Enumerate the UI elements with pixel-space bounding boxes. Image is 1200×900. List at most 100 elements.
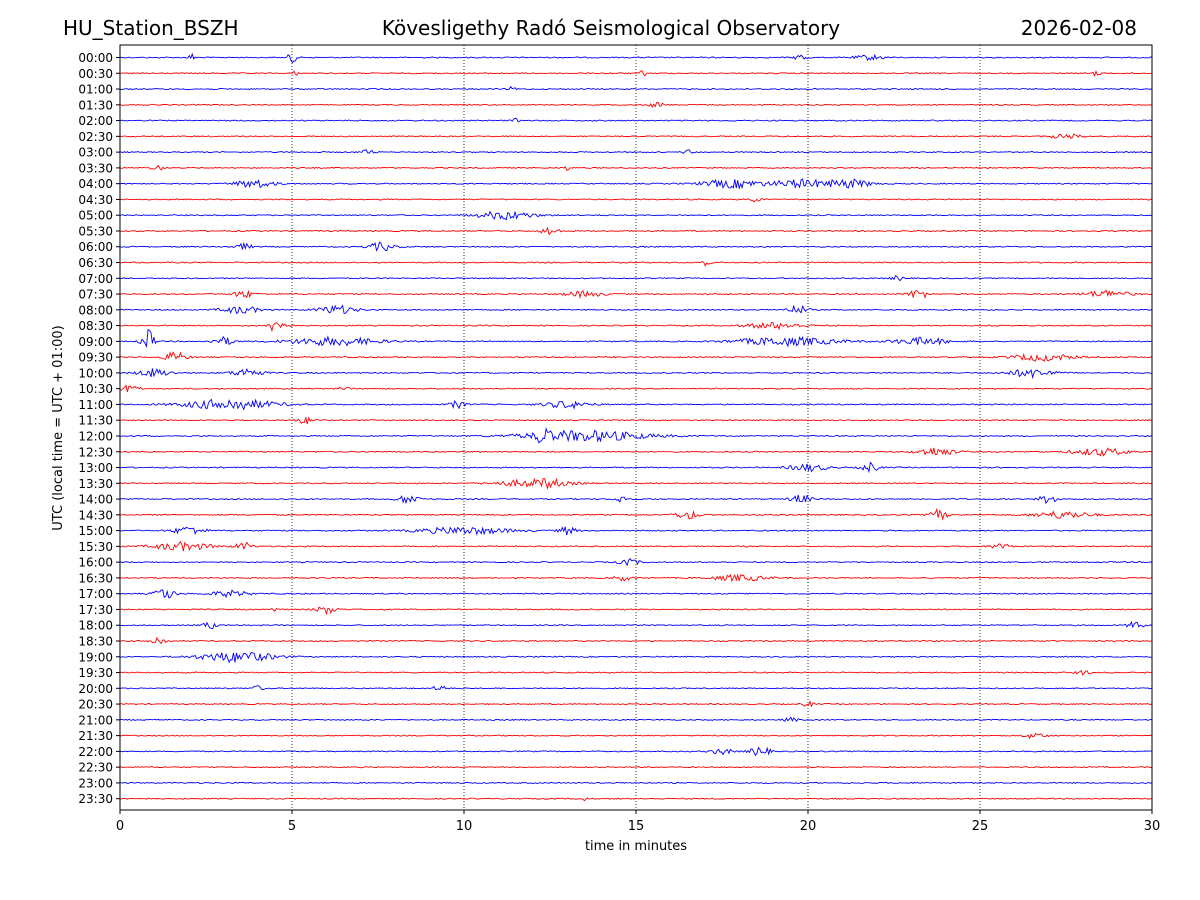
y-tick-label: 01:00 [78,83,113,97]
trace-1630 [119,573,1153,583]
trace-1300 [119,461,1153,474]
trace-1930 [119,669,1153,676]
y-tick-label: 02:30 [78,130,113,144]
trace-2300 [120,781,1153,785]
trace-0530 [119,226,1153,236]
trace-0900 [119,329,1153,348]
x-tick-label: 15 [628,819,645,834]
trace-1400 [119,494,1153,505]
trace-0230 [119,133,1153,140]
trace-0100 [119,85,1153,91]
trace-0200 [119,117,1153,123]
trace-0930 [119,351,1153,362]
trace-0300 [119,149,1153,154]
trace-0400 [119,178,1153,190]
y-tick-label: 02:00 [78,114,113,128]
y-tick-label: 09:30 [78,351,113,365]
y-tick-label: 23:00 [78,776,113,790]
trace-1730 [119,606,1153,616]
trace-2100 [119,716,1152,722]
x-axis-label: time in minutes [585,839,687,854]
y-tick-label: 23:30 [78,792,113,806]
y-tick-label: 00:00 [78,51,113,65]
trace-layer [119,52,1153,802]
trace-1800 [119,620,1153,629]
trace-0630 [119,260,1153,267]
trace-2000 [119,685,1153,691]
trace-1030 [119,384,1153,393]
trace-1000 [119,367,1153,380]
y-tick-label: 18:00 [78,619,113,633]
y-tick-label: 01:30 [78,98,113,112]
y-tick-label: 15:00 [78,524,113,538]
y-tick-label: 08:00 [78,303,113,317]
y-tick-label: 13:30 [78,477,113,491]
y-tick-label: 22:30 [78,761,113,775]
y-tick-label: 22:00 [78,745,113,759]
y-tick-label: 03:30 [78,161,113,175]
trace-0130 [119,102,1152,108]
x-tick-label: 30 [1144,819,1161,834]
y-tick-label: 16:30 [78,571,113,585]
y-tick-label: 11:30 [78,414,113,428]
y-tick-label: 14:30 [78,508,113,522]
trace-1600 [119,558,1153,567]
y-tick-label: 14:00 [78,493,113,507]
y-tick-label: 04:00 [78,177,113,191]
trace-0800 [119,304,1153,315]
trace-0330 [119,164,1152,171]
y-tick-label: 07:30 [78,288,113,302]
y-tick-label: 05:00 [78,209,113,223]
trace-0600 [119,241,1153,252]
y-tick-label: 10:00 [78,366,113,380]
trace-2130 [119,732,1153,740]
y-tick-label: 17:00 [78,587,113,601]
y-tick-label: 11:00 [78,398,113,412]
trace-0500 [119,210,1153,221]
y-tick-label: 21:00 [78,713,113,727]
trace-1500 [119,526,1153,536]
x-axis: 0 5 10 15 20 25 30 [116,810,1160,834]
observatory-title: Kövesligethy Radó Seismological Observat… [381,16,841,40]
y-tick-label: 16:00 [78,556,113,570]
y-tick-label: 05:30 [78,224,113,238]
y-tick-label: 12:30 [78,445,113,459]
trace-1200 [119,426,1153,444]
trace-1700 [119,589,1153,599]
y-tick-label: 12:00 [78,429,113,443]
station-name: HU_Station_BSZH [63,16,239,40]
y-tick-label: 03:00 [78,146,113,160]
y-tick-label: 08:30 [78,319,113,333]
y-tick-label: 09:00 [78,335,113,349]
trace-1230 [119,447,1153,457]
y-tick-label: 19:30 [78,666,113,680]
trace-2330 [119,797,1153,802]
trace-1100 [119,398,1153,411]
y-tick-label: 17:30 [78,603,113,617]
trace-1530 [119,540,1153,552]
trace-2030 [119,700,1153,708]
trace-1430 [119,507,1153,521]
x-tick-label: 5 [288,819,296,834]
trace-0830 [119,321,1153,333]
trace-0000 [119,52,1152,64]
trace-2230 [119,766,1153,769]
y-tick-label: 04:30 [78,193,113,207]
y-tick-label: 15:30 [78,540,113,554]
y-tick-label: 06:30 [78,256,113,270]
trace-0430 [119,197,1153,203]
y-tick-label: 13:00 [78,461,113,475]
trace-1330 [119,477,1153,490]
trace-1130 [119,416,1153,425]
y-tick-label: 00:30 [78,67,113,81]
y-tick-label: 21:30 [78,729,113,743]
trace-2200 [119,746,1152,757]
x-tick-label: 25 [972,819,989,834]
y-tick-label: 18:30 [78,634,113,648]
trace-1900 [119,651,1152,664]
x-tick-label: 10 [456,819,473,834]
y-tick-label: 19:00 [78,650,113,664]
trace-1830 [119,636,1153,645]
trace-0030 [119,69,1153,77]
